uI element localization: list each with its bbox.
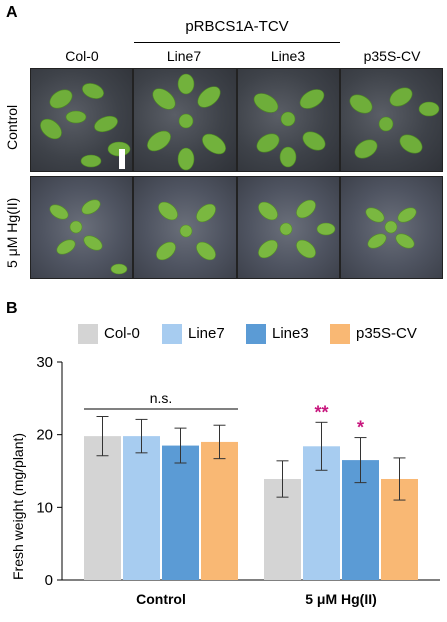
seedling-drawing: [365, 207, 417, 249]
y-tick-label: 0: [45, 572, 53, 589]
ns-annotation: n.s.: [150, 390, 173, 406]
legend-label-line7: Line7: [188, 325, 225, 342]
seedling-drawing: [147, 73, 226, 171]
seedling-drawing: [40, 83, 131, 169]
x-tick-label: 5 μM Hg(II): [305, 591, 377, 607]
significance-marker: *: [357, 418, 364, 438]
column-label-p35scv: p35S-CV: [363, 48, 421, 64]
legend-swatch-line3: [246, 324, 266, 344]
seedling-photo-control-p35scv: [340, 68, 443, 172]
construct-label: pRBCS1A-TCV: [185, 18, 289, 35]
seedling-photo-hg-line3: [237, 176, 340, 279]
column-label-line7: Line7: [166, 48, 202, 64]
legend-label-line3: Line3: [272, 325, 309, 342]
seedling-photo-hg-p35scv: [340, 176, 443, 279]
y-tick-label: 10: [36, 499, 53, 516]
legend-label-col0: Col-0: [104, 325, 140, 342]
x-tick-label: Control: [136, 591, 186, 607]
y-tick-label: 30: [36, 354, 53, 371]
significance-marker: **: [314, 402, 328, 422]
legend-swatch-col0: [78, 324, 98, 344]
seedling-photo-hg-col0: [30, 176, 133, 279]
column-label-col0: Col-0: [65, 48, 99, 64]
bar: [123, 436, 160, 580]
bar: [84, 436, 121, 580]
bar: [162, 445, 199, 580]
legend-label-p35scv: p35S-CV: [356, 325, 417, 342]
seedling-photo-control-line7: [133, 68, 237, 172]
seedling-photo-control-line3: [237, 68, 340, 172]
legend-swatch-line7: [162, 324, 182, 344]
seedling-drawing: [156, 201, 216, 261]
seedling-drawing: [253, 89, 326, 168]
seedling-photo-control-col0: [30, 68, 133, 172]
construct-bracket-line: [134, 42, 340, 43]
panel-a-letter: A: [6, 4, 18, 21]
y-tick-label: 20: [36, 427, 53, 444]
seedling-drawing: [49, 199, 128, 275]
bar: [201, 441, 238, 580]
legend-swatch-p35scv: [330, 324, 350, 344]
seedling-drawing: [349, 87, 440, 159]
panel-b-letter: B: [6, 300, 18, 317]
seedling-drawing: [258, 199, 336, 259]
seedling-photo-hg-line7: [133, 176, 237, 279]
column-label-line3: Line3: [270, 48, 306, 64]
